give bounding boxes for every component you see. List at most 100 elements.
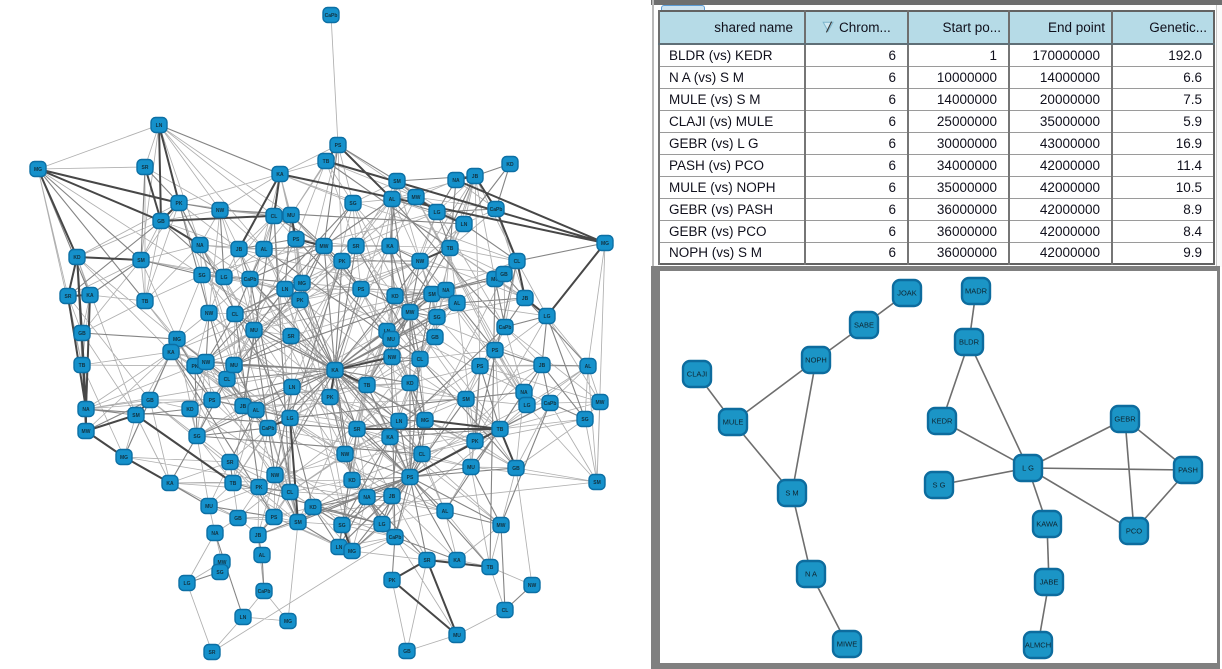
svg-text:KAWA: KAWA	[1036, 520, 1058, 529]
svg-text:PK: PK	[327, 395, 334, 401]
svg-text:SM: SM	[137, 258, 145, 264]
svg-text:KD: KD	[406, 381, 414, 387]
svg-text:KD: KD	[506, 162, 514, 168]
svg-text:KEDR: KEDR	[932, 417, 953, 426]
svg-text:GB: GB	[157, 219, 165, 225]
svg-text:SR: SR	[65, 294, 72, 300]
svg-text:MG: MG	[601, 241, 609, 247]
svg-text:AL: AL	[454, 301, 461, 307]
svg-text:LG: LG	[379, 522, 386, 528]
svg-text:LG: LG	[221, 275, 228, 281]
svg-text:SM: SM	[593, 480, 601, 486]
svg-text:MW: MW	[218, 560, 227, 566]
svg-text:MW: MW	[497, 523, 506, 529]
svg-text:SG: SG	[338, 523, 345, 529]
svg-text:NW: NW	[205, 311, 214, 317]
svg-text:GB: GB	[234, 516, 242, 522]
svg-text:CaPb: CaPb	[389, 535, 402, 541]
svg-text:PS: PS	[271, 515, 278, 521]
svg-text:MW: MW	[82, 429, 91, 435]
svg-text:PS: PS	[407, 475, 414, 481]
svg-text:SG: SG	[198, 273, 205, 279]
svg-text:CL: CL	[502, 608, 509, 614]
svg-text:LN: LN	[282, 287, 289, 293]
svg-text:SR: SR	[142, 165, 149, 171]
svg-text:SR: SR	[354, 427, 361, 433]
svg-text:SR: SR	[227, 460, 234, 466]
svg-text:JB: JB	[522, 296, 529, 302]
svg-text:NA: NA	[520, 390, 528, 396]
svg-text:MG: MG	[421, 418, 429, 424]
svg-text:AL: AL	[389, 197, 396, 203]
svg-text:SABE: SABE	[854, 321, 874, 330]
svg-text:KD: KD	[309, 505, 317, 511]
svg-text:GB: GB	[146, 398, 154, 404]
svg-text:AL: AL	[253, 408, 260, 414]
svg-text:KD: KD	[348, 478, 356, 484]
svg-text:KA: KA	[86, 293, 94, 299]
svg-text:PS: PS	[335, 143, 342, 149]
svg-text:MULE: MULE	[723, 418, 744, 427]
svg-text:GB: GB	[512, 466, 520, 472]
svg-text:KD: KD	[73, 255, 81, 261]
svg-text:AL: AL	[261, 247, 268, 253]
svg-text:CL: CL	[287, 490, 294, 496]
svg-text:S G: S G	[933, 481, 946, 490]
svg-text:MG: MG	[34, 167, 42, 173]
svg-text:CL: CL	[417, 357, 424, 363]
svg-text:AL: AL	[585, 364, 592, 370]
svg-text:PK: PK	[176, 201, 183, 207]
svg-text:MW: MW	[406, 310, 415, 316]
svg-text:N A: N A	[805, 570, 817, 579]
svg-text:SR: SR	[288, 334, 295, 340]
svg-text:CL: CL	[271, 214, 278, 220]
svg-text:MU: MU	[491, 277, 499, 283]
svg-text:SM: SM	[393, 179, 401, 185]
svg-text:SG: SG	[349, 201, 356, 207]
svg-text:NA: NA	[442, 288, 450, 294]
svg-text:MU: MU	[453, 633, 461, 639]
svg-text:JABE: JABE	[1040, 578, 1059, 587]
svg-text:SG: SG	[216, 570, 223, 576]
svg-text:SM: SM	[462, 397, 470, 403]
svg-text:SR: SR	[424, 558, 431, 564]
svg-text:MW: MW	[320, 244, 329, 250]
svg-text:CaPb: CaPb	[544, 401, 557, 407]
svg-text:TB: TB	[323, 159, 330, 165]
svg-text:PS: PS	[477, 364, 484, 370]
svg-text:MU: MU	[387, 337, 395, 343]
svg-text:TB: TB	[364, 383, 371, 389]
svg-text:PK: PK	[192, 364, 199, 370]
svg-text:MW: MW	[412, 195, 421, 201]
svg-text:MW: MW	[596, 400, 605, 406]
svg-text:KD: KD	[186, 407, 194, 413]
svg-text:MU: MU	[205, 504, 213, 510]
svg-text:SG: SG	[433, 315, 440, 321]
svg-text:KA: KA	[166, 481, 174, 487]
svg-text:CaPb: CaPb	[262, 426, 275, 432]
svg-text:PK: PK	[297, 298, 304, 304]
svg-text:SG: SG	[193, 434, 200, 440]
svg-text:JB: JB	[255, 533, 262, 539]
svg-text:CaPb: CaPb	[499, 325, 512, 331]
svg-text:JB: JB	[236, 247, 243, 253]
svg-text:SM: SM	[294, 520, 302, 526]
svg-text:LN: LN	[156, 123, 163, 129]
svg-text:KA: KA	[386, 435, 394, 441]
svg-text:PK: PK	[339, 259, 346, 265]
svg-text:CaPb: CaPb	[325, 13, 338, 19]
svg-text:BLDR: BLDR	[959, 338, 980, 347]
svg-text:KA: KA	[386, 244, 394, 250]
svg-text:PS: PS	[492, 348, 499, 354]
svg-text:MIWE: MIWE	[837, 640, 857, 649]
svg-text:LN: LN	[396, 419, 403, 425]
svg-text:SM: SM	[132, 413, 140, 419]
svg-text:PCO: PCO	[1126, 527, 1142, 536]
svg-text:CL: CL	[232, 312, 239, 318]
svg-text:MU: MU	[230, 363, 238, 369]
svg-text:LG: LG	[524, 403, 531, 409]
svg-text:KA: KA	[167, 350, 175, 356]
svg-text:PASH: PASH	[1178, 466, 1198, 475]
svg-text:AL: AL	[259, 553, 266, 559]
svg-text:TB: TB	[447, 246, 454, 252]
